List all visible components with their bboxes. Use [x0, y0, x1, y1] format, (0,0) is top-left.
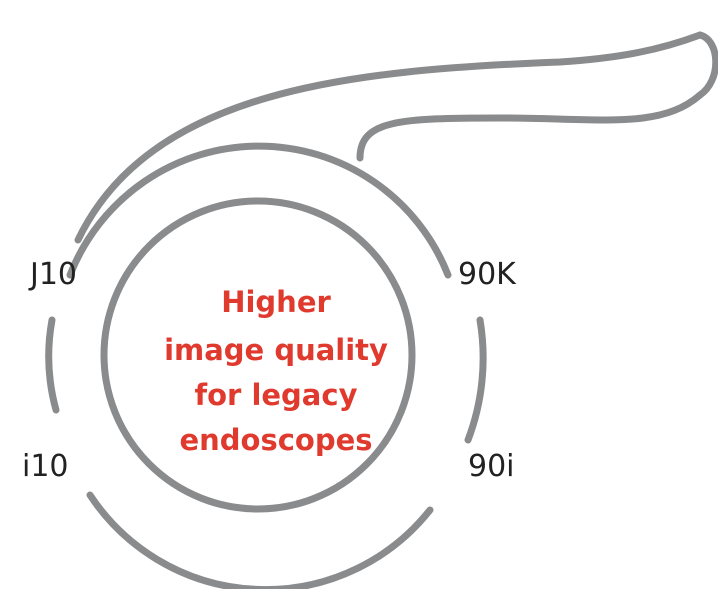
center-text: Higher image quality for legacy endoscop…: [164, 285, 388, 457]
center-line: Higher: [221, 285, 331, 319]
middle-ring-right: [464, 316, 487, 444]
middle-ring-bottom: [86, 491, 434, 589]
label: i10: [22, 449, 69, 484]
middle-ring-left: [45, 316, 60, 414]
label: 90i: [468, 449, 515, 484]
center-line: image quality: [164, 333, 388, 367]
tube-end: [696, 31, 718, 99]
center-line: for legacy: [195, 378, 358, 412]
rings: [45, 31, 718, 589]
outer-tube: [74, 31, 704, 244]
label: J10: [28, 257, 77, 292]
middle-ring-top: [66, 142, 452, 279]
inner-tube: [356, 91, 704, 162]
inner-ring: [100, 197, 416, 513]
center-line: endoscopes: [179, 423, 372, 457]
label: 90K: [458, 257, 517, 292]
